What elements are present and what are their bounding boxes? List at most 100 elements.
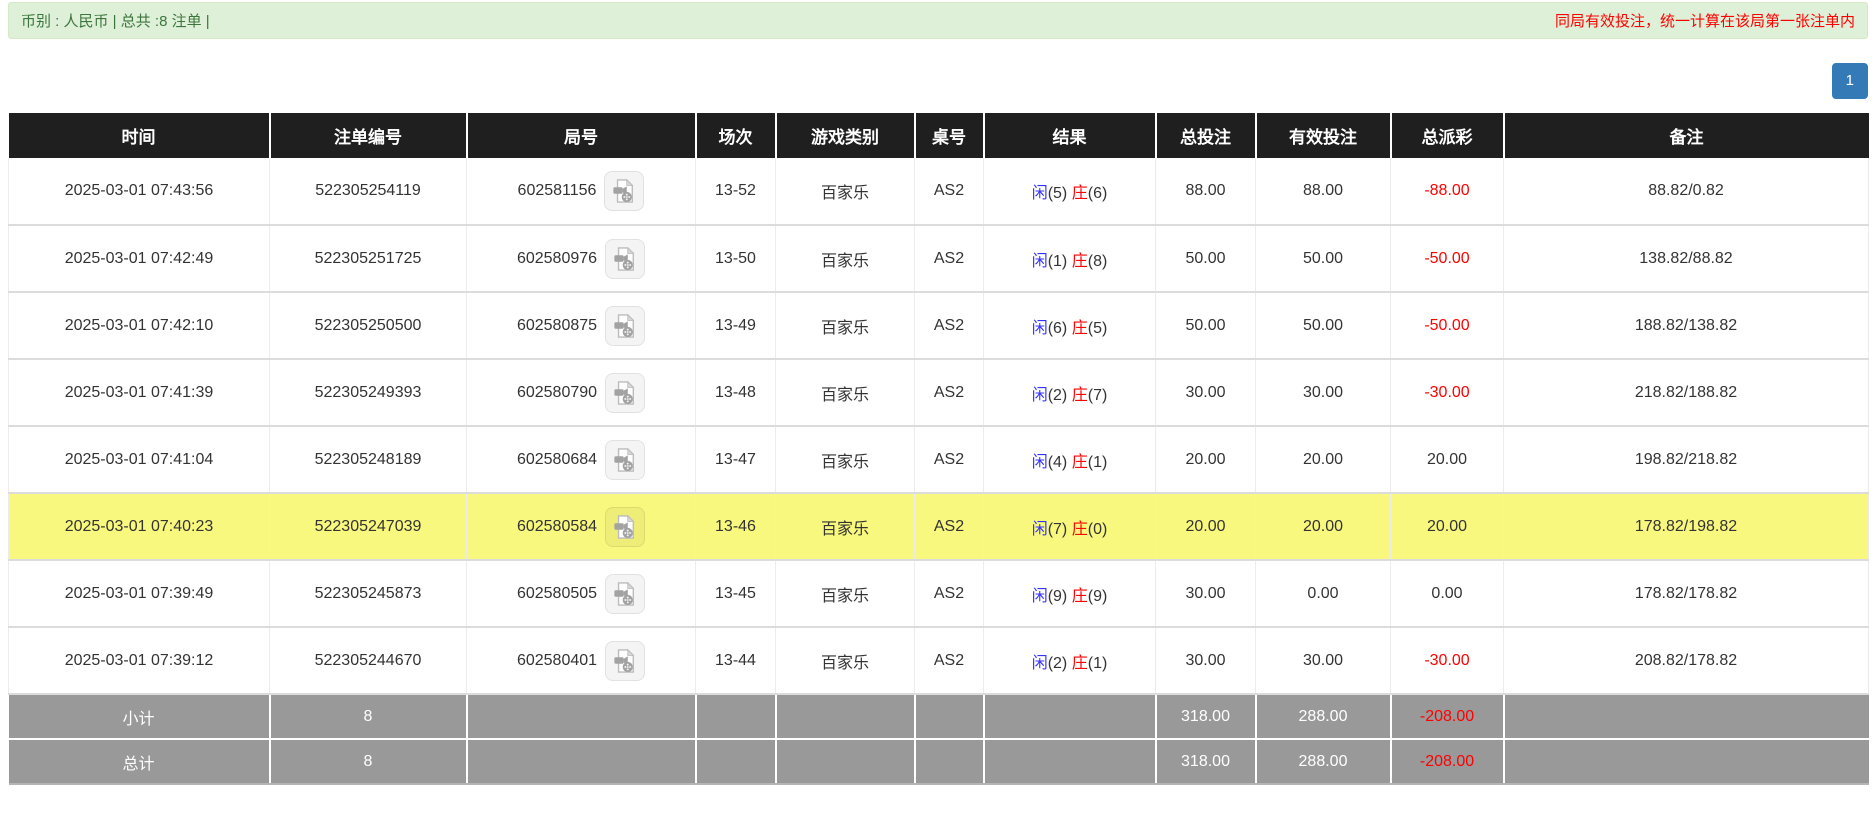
player-result-label: 闲 — [1031, 319, 1048, 337]
cell-table-no: AS2 — [914, 158, 984, 226]
cell-bet-no: 522305251725 — [269, 225, 467, 293]
video-file-icon — [614, 380, 635, 405]
video-file-icon — [613, 178, 634, 203]
summary-label: 总计 — [8, 738, 271, 785]
notice-text: 同局有效投注，统一计算在该局第一张注单内 — [1554, 13, 1855, 30]
summary-total-bet: 318.00 — [1155, 738, 1257, 785]
table-row: 2025-03-01 07:39:49 522305245873 602580505… — [8, 560, 1869, 628]
player-result-label: 闲 — [1031, 386, 1048, 404]
cell-bet-no: 522305245873 — [269, 560, 467, 628]
summary-empty-cell — [983, 693, 1157, 739]
video-file-icon — [614, 447, 635, 472]
video-replay-button[interactable] — [604, 171, 645, 211]
player-result-score: (7) — [1047, 520, 1068, 538]
cell-bet-no: 522305247039 — [269, 493, 467, 561]
player-result-label: 闲 — [1031, 252, 1048, 270]
summary-row: 总计 8 318.00 288.00 -208.00 — [8, 738, 1869, 785]
cell-total-payout: -50.00 — [1390, 225, 1504, 293]
cell-remark: 188.82/138.82 — [1503, 292, 1869, 360]
video-file-icon — [614, 648, 635, 673]
cell-table-no: AS2 — [914, 426, 984, 494]
banker-result-score: (9) — [1087, 587, 1108, 605]
cell-result: 闲(2) 庄(1) — [983, 627, 1156, 695]
column-header-session: 场次 — [695, 113, 777, 158]
cell-table-no: AS2 — [914, 292, 984, 360]
banker-result-label: 庄 — [1071, 520, 1088, 538]
cell-remark: 138.82/88.82 — [1503, 225, 1869, 293]
summary-label: 小计 — [8, 693, 271, 739]
summary-empty-cell — [466, 738, 697, 785]
cell-total-payout: 20.00 — [1390, 493, 1504, 561]
summary-empty-cell — [1503, 738, 1869, 785]
summary-total-payout: -208.00 — [1390, 738, 1505, 785]
player-result-label: 闲 — [1031, 520, 1048, 538]
cell-total-payout: 20.00 — [1390, 426, 1504, 494]
player-result-label: 闲 — [1031, 654, 1048, 672]
cell-session: 13-47 — [695, 426, 776, 494]
bet-records-table: 时间 注单编号 局号 场次 游戏类别 桌号 结果 总投注 有效投注 总派彩 备注 2025-03-0… — [8, 113, 1869, 785]
video-replay-button[interactable] — [605, 506, 646, 547]
cell-valid-bet: 20.00 — [1255, 493, 1391, 561]
column-header-table-no: 桌号 — [914, 113, 985, 158]
banker-result-label: 庄 — [1071, 587, 1088, 605]
cell-total-bet: 30.00 — [1155, 627, 1256, 695]
video-file-icon — [614, 514, 635, 539]
player-result-label: 闲 — [1031, 453, 1048, 471]
video-replay-button[interactable] — [605, 439, 646, 480]
cell-round-no: 602580505 — [466, 560, 696, 628]
cell-time: 2025-03-01 07:39:12 — [8, 627, 270, 695]
video-replay-button[interactable] — [605, 305, 646, 346]
summary-total-payout: -208.00 — [1390, 693, 1505, 739]
summary-empty-cell — [695, 693, 777, 739]
summary-bar-text: 币别 : 人民币 | 总共 :8 注单 | — [21, 13, 210, 30]
column-header-valid-bet: 有效投注 — [1255, 113, 1392, 158]
banker-result-label: 庄 — [1071, 654, 1088, 672]
cell-game-type: 百家乐 — [775, 493, 915, 561]
summary-count: 8 — [269, 738, 468, 785]
cell-total-payout: -88.00 — [1390, 158, 1504, 226]
column-header-time: 时间 — [8, 113, 271, 158]
cell-total-bet: 30.00 — [1155, 359, 1256, 427]
cell-game-type: 百家乐 — [775, 359, 915, 427]
cell-total-bet: 88.00 — [1155, 158, 1256, 226]
cell-valid-bet: 30.00 — [1255, 627, 1391, 695]
banker-result-score: (5) — [1087, 319, 1108, 337]
cell-time: 2025-03-01 07:42:49 — [8, 225, 270, 293]
cell-valid-bet: 88.00 — [1255, 158, 1391, 226]
cell-remark: 208.82/178.82 — [1503, 627, 1869, 695]
cell-total-payout: 0.00 — [1390, 560, 1504, 628]
pagination-page-button[interactable]: 1 — [1831, 63, 1868, 99]
cell-bet-no: 522305244670 — [269, 627, 467, 695]
video-replay-button[interactable] — [605, 640, 646, 681]
cell-round-no: 602580976 — [466, 225, 696, 293]
banker-result-score: (7) — [1087, 386, 1108, 404]
cell-time: 2025-03-01 07:43:56 — [8, 158, 270, 226]
cell-remark: 88.82/0.82 — [1503, 158, 1869, 226]
table-row: 2025-03-01 07:42:10 522305250500 602580875… — [8, 292, 1869, 360]
summary-valid-bet: 288.00 — [1255, 693, 1392, 739]
banker-result-score: (8) — [1087, 252, 1108, 270]
cell-table-no: AS2 — [914, 359, 984, 427]
cell-remark: 178.82/178.82 — [1503, 560, 1869, 628]
banker-result-label: 庄 — [1071, 185, 1088, 202]
player-result-score: (4) — [1047, 453, 1068, 471]
cell-session: 13-48 — [695, 359, 776, 427]
cell-valid-bet: 20.00 — [1255, 426, 1391, 494]
cell-total-payout: -50.00 — [1390, 292, 1504, 360]
video-file-icon — [614, 246, 635, 271]
column-header-result: 结果 — [983, 113, 1157, 158]
cell-session: 13-50 — [695, 225, 776, 293]
summary-count: 8 — [269, 693, 468, 739]
cell-time: 2025-03-01 07:39:49 — [8, 560, 270, 628]
cell-round-no: 602581156 — [466, 158, 696, 226]
round-no-text: 602581156 — [517, 182, 597, 199]
round-no-text: 602580401 — [516, 651, 598, 669]
video-replay-button[interactable] — [605, 573, 646, 614]
cell-total-bet: 50.00 — [1155, 292, 1256, 360]
summary-empty-cell — [983, 738, 1157, 785]
video-replay-button[interactable] — [605, 238, 646, 279]
player-result-label: 闲 — [1031, 185, 1048, 202]
video-replay-button[interactable] — [605, 372, 646, 413]
cell-total-payout: -30.00 — [1390, 359, 1504, 427]
cell-total-bet: 20.00 — [1155, 493, 1256, 561]
